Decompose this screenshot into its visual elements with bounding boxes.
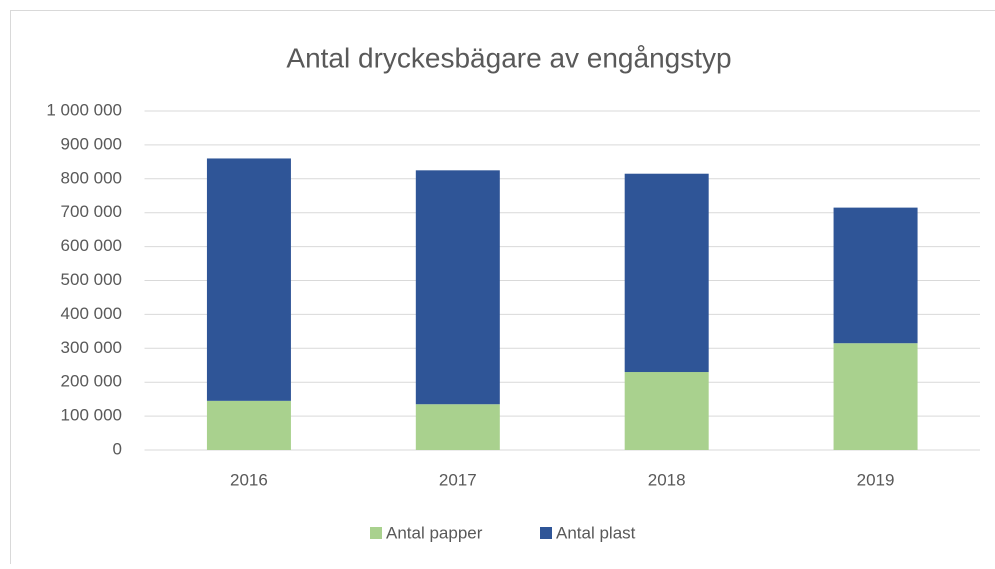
y-tick-label: 900 000 — [61, 134, 122, 153]
x-tick-label: 2016 — [230, 470, 268, 489]
bar-segment — [834, 343, 918, 450]
y-tick-label: 400 000 — [61, 304, 122, 323]
y-tick-label: 800 000 — [61, 168, 122, 187]
bar-segment — [207, 401, 291, 450]
bar-segment — [625, 372, 709, 450]
y-tick-label: 0 — [113, 439, 122, 458]
y-tick-label: 600 000 — [61, 236, 122, 255]
bar-segment — [207, 158, 291, 400]
y-tick-label: 300 000 — [61, 338, 122, 357]
legend-label: Antal papper — [386, 523, 483, 542]
legend-swatch — [540, 527, 552, 539]
y-tick-label: 1 000 000 — [46, 100, 122, 119]
bar-segment — [416, 404, 500, 450]
y-tick-label: 200 000 — [61, 372, 122, 391]
x-tick-label: 2019 — [857, 470, 895, 489]
legend-swatch — [370, 527, 382, 539]
x-tick-label: 2018 — [648, 470, 686, 489]
bar-segment — [416, 170, 500, 404]
y-tick-label: 700 000 — [61, 202, 122, 221]
y-tick-label: 500 000 — [61, 270, 122, 289]
x-tick-label: 2017 — [439, 470, 477, 489]
bar-segment — [625, 174, 709, 372]
y-tick-label: 100 000 — [61, 406, 122, 425]
chart-title: Antal dryckesbägare av engångstyp — [286, 42, 731, 73]
bar-segment — [834, 208, 918, 344]
legend-label: Antal plast — [556, 523, 636, 542]
